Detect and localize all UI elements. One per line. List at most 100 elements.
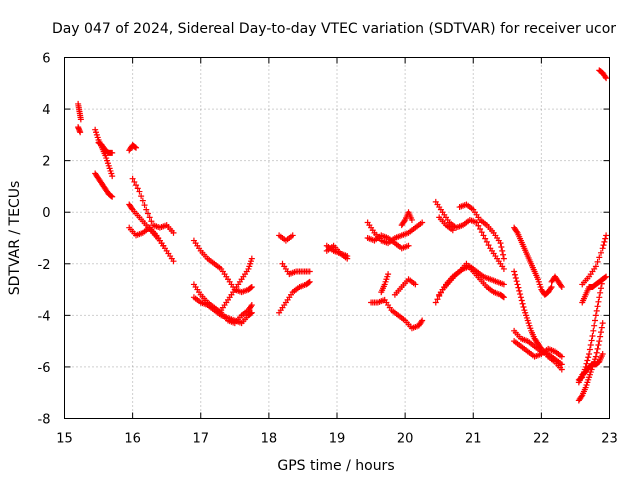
data-point: [478, 229, 485, 236]
data-point: [449, 227, 456, 234]
x-tick-label: 23: [601, 432, 618, 447]
data-point: [247, 310, 254, 317]
data-point: [498, 244, 505, 251]
data-point: [170, 229, 177, 236]
series-s37: [575, 276, 606, 383]
x-tick-label: 22: [533, 432, 550, 447]
series-s33: [511, 338, 565, 360]
data-point: [306, 278, 313, 285]
data-point: [401, 218, 408, 225]
data-point: [602, 235, 609, 242]
data-point: [513, 228, 520, 235]
data-point: [511, 268, 518, 275]
series-s24: [398, 209, 415, 229]
data-points: [75, 67, 610, 404]
data-point: [170, 258, 177, 265]
data-point: [578, 393, 585, 400]
data-point: [408, 216, 415, 223]
data-point: [138, 193, 145, 200]
data-point: [432, 299, 439, 306]
data-point: [77, 129, 84, 136]
data-point: [602, 73, 609, 80]
series-s16: [279, 260, 313, 278]
data-point: [557, 282, 564, 289]
y-tick-label: -2: [38, 258, 51, 273]
data-point: [134, 185, 141, 192]
data-point: [131, 178, 138, 185]
data-point: [558, 353, 565, 360]
data-point: [482, 235, 489, 242]
data-point: [516, 287, 523, 294]
data-point: [597, 249, 604, 256]
data-point: [603, 75, 610, 82]
data-point: [592, 263, 599, 270]
data-point: [590, 327, 597, 334]
data-point: [109, 193, 116, 200]
data-point: [109, 149, 116, 156]
x-tick-label: 18: [261, 432, 278, 447]
data-point: [500, 293, 507, 300]
data-point: [603, 273, 610, 280]
y-tick-label: -6: [38, 361, 51, 376]
plot-frame: [64, 57, 610, 419]
data-point: [599, 245, 606, 252]
data-point: [128, 205, 135, 212]
x-tick-label: 16: [124, 432, 141, 447]
data-point: [144, 210, 151, 217]
data-point: [514, 281, 521, 288]
series-s08: [129, 175, 177, 236]
data-point: [146, 214, 153, 221]
data-point: [148, 218, 155, 225]
data-point: [597, 289, 604, 296]
data-point: [588, 337, 595, 344]
series-s22: [378, 271, 392, 296]
data-point: [109, 173, 116, 180]
data-point: [597, 333, 604, 340]
series-s09: [126, 224, 167, 249]
data-point: [412, 281, 419, 288]
axis-ticks: [64, 57, 610, 419]
data-point: [517, 294, 524, 301]
x-tick-label: 21: [465, 432, 482, 447]
y-tick-label: -4: [38, 309, 51, 324]
data-point: [520, 303, 527, 310]
series-s04: [95, 139, 116, 156]
data-point: [160, 242, 167, 249]
data-point: [587, 342, 594, 349]
x-tick-labels: 15 16 17 18 19 20 21 22 23: [56, 432, 618, 447]
series-s02: [75, 124, 84, 136]
data-point: [558, 361, 565, 368]
data-point: [248, 309, 255, 316]
data-point: [593, 349, 600, 356]
data-point: [344, 255, 351, 262]
data-point: [600, 242, 607, 249]
data-point: [133, 144, 140, 151]
series-s40: [596, 67, 610, 82]
data-point: [418, 318, 425, 325]
data-point: [141, 202, 148, 209]
series-s15: [276, 278, 313, 316]
series-s13: [218, 255, 255, 314]
data-point: [593, 307, 600, 314]
data-point: [143, 206, 150, 213]
data-point: [547, 285, 554, 292]
data-point: [515, 284, 522, 291]
data-point: [596, 294, 603, 301]
data-point: [500, 251, 507, 258]
grid: [64, 57, 610, 419]
y-tick-label: 0: [42, 206, 50, 221]
data-point: [248, 302, 255, 309]
data-point: [595, 298, 602, 305]
data-point: [596, 254, 603, 261]
x-axis-label: GPS time / hours: [277, 458, 394, 474]
series-s39: [579, 232, 610, 288]
series-s11: [190, 294, 255, 327]
y-tick-label: -8: [38, 413, 51, 428]
series-s14: [276, 232, 296, 244]
data-point: [583, 360, 590, 367]
data-point: [592, 312, 599, 319]
data-point: [592, 353, 599, 360]
series-s06: [126, 142, 140, 154]
